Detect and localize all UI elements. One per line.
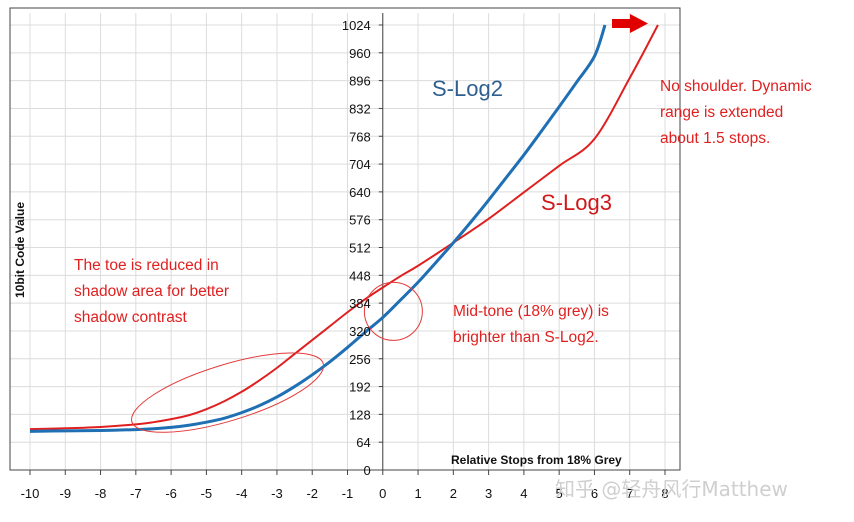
- slog3-series-label: S-Log3: [541, 190, 612, 215]
- watermark: 知乎 @轻舟风行Matthew: [555, 477, 788, 501]
- toe-note-line-1: The toe is reduced in: [74, 257, 219, 274]
- y-tick-label: 576: [349, 213, 371, 228]
- series-line-s-log2: [29, 24, 607, 433]
- x-tick-label: -1: [342, 486, 354, 501]
- x-tick-label: -4: [236, 486, 248, 501]
- x-tick-label: -9: [59, 486, 71, 501]
- x-tick-label: -3: [271, 486, 283, 501]
- series-layer: [29, 24, 659, 433]
- y-tick-label: 64: [356, 435, 370, 450]
- y-tick-label: 192: [349, 380, 371, 395]
- y-tick-label: 320: [349, 324, 371, 339]
- y-tick-label: 1024: [342, 18, 371, 33]
- axes: [9, 7, 681, 475]
- shoulder-note-line-2: range is extended: [660, 104, 783, 121]
- y-tick-label: 512: [349, 241, 371, 256]
- y-tick-label: 256: [349, 352, 371, 367]
- grid: [10, 13, 680, 471]
- y-tick-label: 768: [349, 129, 371, 144]
- x-tick-label: 5: [556, 486, 563, 501]
- x-tick-label: 7: [626, 486, 633, 501]
- y-tick-label: 704: [349, 157, 371, 172]
- x-axis-title: Relative Stops from 18% Grey: [451, 453, 622, 467]
- x-tick-label: -5: [201, 486, 213, 501]
- midtone-note-line-2: brighter than S-Log2.: [453, 329, 599, 346]
- x-tick-label: -8: [95, 486, 107, 501]
- x-tick-label: -10: [21, 486, 40, 501]
- tick-labels: -10 -9 -8 -7 -6 -5 -4 -3 -2 -1 0 1 2 3 4 5 6 7 80641281922…: [21, 18, 669, 501]
- midtone-highlight-ellipse: [363, 281, 423, 341]
- midtone-note-line-1: Mid-tone (18% grey) is: [453, 303, 609, 320]
- x-tick-label: -6: [165, 486, 177, 501]
- highlight-ellipses: [131, 281, 423, 433]
- y-tick-label: 0: [364, 463, 371, 478]
- y-tick-label: 832: [349, 101, 371, 116]
- series-line-s-log3: [29, 24, 659, 431]
- y-tick-label: 960: [349, 46, 371, 61]
- y-tick-label: 448: [349, 268, 371, 283]
- y-tick-label: 384: [349, 296, 371, 311]
- x-tick-label: -7: [130, 486, 142, 501]
- y-tick-label: 640: [349, 185, 371, 200]
- arrow-right-icon: [612, 14, 648, 33]
- x-tick-label: 1: [414, 486, 421, 501]
- y-tick-label: 128: [349, 407, 371, 422]
- slog2-series-label: S-Log2: [432, 76, 503, 101]
- toe-note-line-3: shadow contrast: [74, 309, 188, 326]
- shoulder-note-line-3: about 1.5 stops.: [660, 130, 770, 147]
- x-tick-label: 4: [520, 486, 527, 501]
- x-tick-label: -2: [306, 486, 318, 501]
- x-tick-label: 6: [591, 486, 598, 501]
- toe-note-line-2: shadow area for better: [74, 283, 229, 300]
- x-tick-label: 2: [450, 486, 457, 501]
- x-tick-label: 0: [379, 486, 386, 501]
- x-tick-label: 3: [485, 486, 492, 501]
- x-tick-label: 8: [661, 486, 668, 501]
- y-axis-title: 10bit Code Value: [13, 202, 27, 298]
- toe-highlight-ellipse: [131, 352, 325, 433]
- y-tick-label: 896: [349, 74, 371, 89]
- shoulder-note-line-1: No shoulder. Dynamic: [660, 78, 812, 95]
